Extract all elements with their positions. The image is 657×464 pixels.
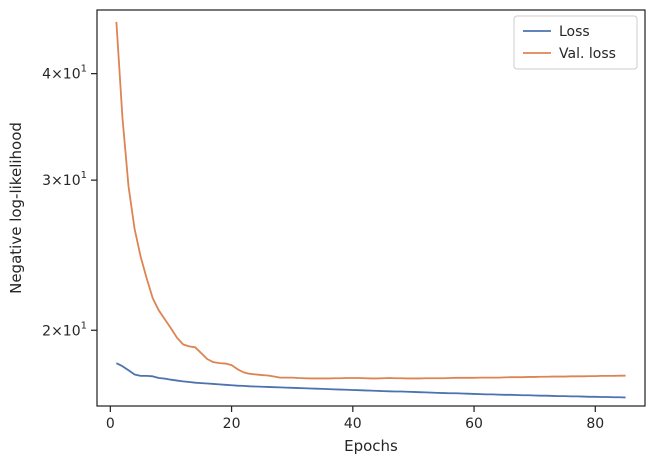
series-line-val-loss [115,21,626,380]
x-tick-label: 80 [586,416,604,432]
series-line-loss [115,362,626,399]
plot-area [115,21,626,399]
y-axis: 2×101 3×101 4×101 [42,64,97,339]
plot-frame [96,9,646,407]
legend-entry-loss: Loss [559,24,590,40]
x-tick-label: 20 [223,416,241,432]
y-axis-label: Negative log-likelihood [7,122,25,294]
y-tick-label: 3×101 [42,170,87,189]
x-tick-label: 40 [344,416,362,432]
x-axis: 0 20 40 60 80 [106,406,604,432]
legend-entry-val-loss: Val. loss [559,46,616,62]
y-tick-label: 2×101 [42,320,87,339]
x-tick-label: 0 [106,416,115,432]
legend: Loss Val. loss [513,15,638,70]
x-axis-label: Epochs [344,437,398,455]
x-tick-label: 60 [465,416,483,432]
legend-box [513,15,638,70]
y-tick-label: 4×101 [42,64,87,83]
